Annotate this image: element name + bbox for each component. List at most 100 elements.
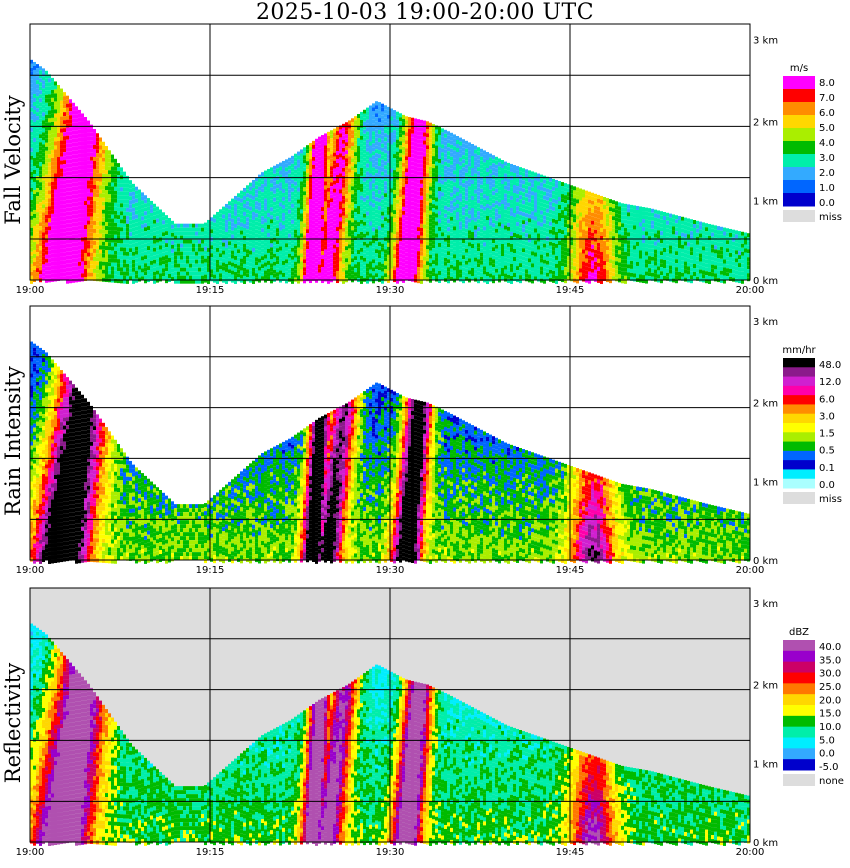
echo-cell — [462, 203, 465, 207]
echo-cell — [435, 142, 438, 146]
echo-cell — [234, 248, 237, 252]
echo-cell — [453, 134, 456, 138]
echo-cell — [300, 273, 303, 277]
echo-cell — [279, 243, 282, 247]
echo-cell — [264, 279, 267, 283]
echo-cell — [60, 169, 63, 173]
echo-cell — [372, 247, 375, 251]
echo-cell — [168, 242, 171, 246]
echo-cell — [405, 184, 408, 188]
echo-cell — [48, 230, 51, 234]
echo-cell — [156, 243, 159, 247]
echo-cell — [66, 152, 69, 156]
echo-cell — [429, 147, 432, 151]
echo-cell — [468, 206, 471, 210]
echo-cell — [96, 145, 99, 149]
echo-cell — [375, 149, 378, 153]
echo-cell — [255, 233, 258, 237]
echo-cell — [117, 199, 120, 203]
echo-cell — [429, 191, 432, 195]
echo-cell — [333, 133, 336, 137]
echo-cell — [288, 250, 291, 254]
echo-cell — [324, 133, 327, 137]
echo-cell — [444, 238, 447, 242]
echo-cell — [123, 204, 126, 208]
echo-cell — [225, 244, 228, 248]
echo-cell — [300, 205, 303, 209]
echo-cell — [177, 252, 180, 256]
echo-cell — [51, 102, 54, 106]
echo-cell — [342, 256, 345, 260]
echo-cell — [402, 207, 405, 211]
echo-cell — [243, 252, 246, 256]
echo-cell — [264, 275, 267, 279]
echo-cell — [138, 266, 141, 270]
echo-cell — [279, 183, 282, 187]
echo-cell — [471, 196, 474, 200]
echo-cell — [132, 276, 135, 280]
echo-cell — [75, 222, 78, 226]
echo-cell — [372, 143, 375, 147]
echo-cell — [420, 232, 423, 236]
echo-cell — [357, 234, 360, 238]
echo-cell — [96, 209, 99, 213]
echo-cell — [345, 142, 348, 146]
echo-cell — [237, 213, 240, 217]
echo-cell — [396, 216, 399, 220]
echo-cell — [258, 275, 261, 279]
echo-cell — [471, 276, 474, 280]
echo-cell — [393, 138, 396, 142]
echo-cell — [285, 171, 288, 175]
echo-cell — [315, 259, 318, 263]
echo-cell — [468, 270, 471, 274]
echo-cell — [276, 264, 279, 268]
echo-cell — [249, 203, 252, 207]
echo-cell — [42, 116, 45, 120]
echo-cell — [477, 243, 480, 247]
echo-cell — [432, 144, 435, 148]
echo-cell — [213, 219, 216, 223]
echo-cell — [393, 162, 396, 166]
echo-cell — [72, 243, 75, 247]
echo-cell — [306, 253, 309, 257]
echo-cell — [399, 217, 402, 221]
echo-cell — [381, 272, 384, 276]
echo-cell — [384, 109, 387, 113]
echo-cell — [93, 245, 96, 249]
echo-cell — [468, 166, 471, 170]
echo-cell — [234, 260, 237, 264]
echo-cell — [87, 197, 90, 201]
echo-cell — [129, 232, 132, 236]
echo-cell — [303, 195, 306, 199]
echo-cell — [318, 201, 321, 205]
echo-cell — [57, 197, 60, 201]
echo-cell — [303, 187, 306, 191]
echo-cell — [189, 272, 192, 276]
echo-cell — [444, 170, 447, 174]
echo-cell — [351, 194, 354, 198]
echo-cell — [474, 210, 477, 214]
echo-cell — [450, 141, 453, 145]
echo-cell — [39, 122, 42, 126]
echo-cell — [330, 150, 333, 154]
echo-cell — [45, 263, 48, 267]
echo-cell — [42, 148, 45, 152]
echo-cell — [177, 276, 180, 280]
echo-cell — [300, 241, 303, 245]
echo-cell — [345, 146, 348, 150]
echo-cell — [237, 277, 240, 281]
echo-cell — [255, 181, 258, 185]
echo-cell — [219, 217, 222, 221]
echo-cell — [51, 198, 54, 202]
echo-cell — [465, 245, 468, 249]
echo-cell — [54, 229, 57, 233]
echo-cell — [48, 222, 51, 226]
echo-cell — [99, 169, 102, 173]
echo-cell — [336, 219, 339, 223]
echo-cell — [141, 240, 144, 244]
echo-cell — [417, 239, 420, 243]
echo-cell — [351, 182, 354, 186]
echo-cell — [54, 209, 57, 213]
echo-cell — [411, 266, 414, 270]
